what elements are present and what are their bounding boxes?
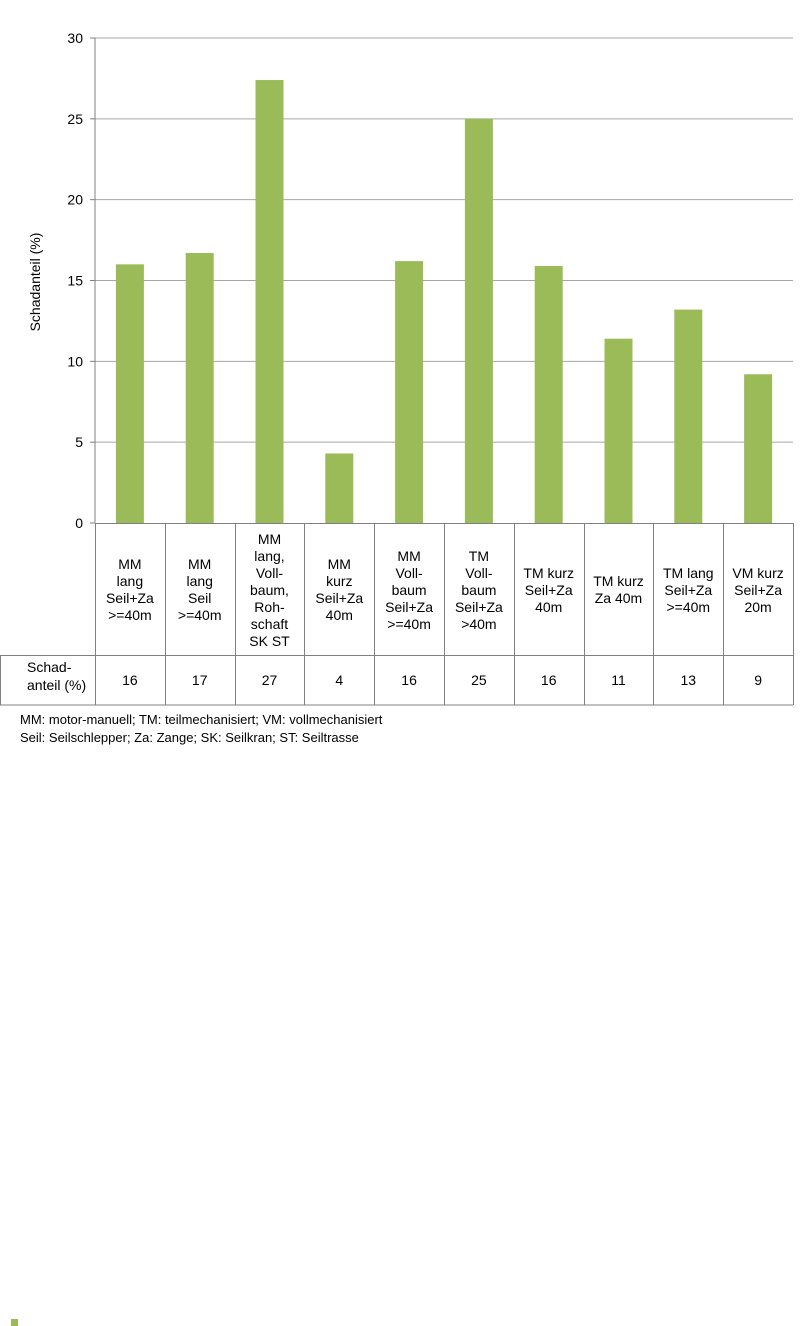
y-tick-label: 5 bbox=[75, 434, 83, 450]
footnote-line-2: Seil: Seilschlepper; Za: Zange; SK: Seil… bbox=[20, 730, 359, 745]
table-value-cell: 16 bbox=[122, 672, 138, 688]
table-value-cell: 27 bbox=[261, 672, 278, 688]
x-category-label: MM lang, Voll- baum, Roh- schaft SK ST bbox=[249, 530, 290, 649]
table-value-cell: 17 bbox=[191, 672, 208, 688]
table-value-cell: 4 bbox=[335, 672, 344, 688]
x-category-label: TM kurz Seil+Za 40m bbox=[523, 564, 574, 615]
footnote-line-1: MM: motor-manuell; TM: teilmechanisiert;… bbox=[20, 712, 383, 727]
bar bbox=[534, 265, 563, 523]
bar-chart: 0 5 10 15 20 25 30 Schadanteil (%) bbox=[0, 30, 794, 706]
table-value-cell: 9 bbox=[754, 672, 762, 688]
x-category-label: TM Voll- baum Seil+Za >40m bbox=[454, 547, 503, 632]
legend-label: Schad- anteil (%) bbox=[27, 659, 87, 693]
x-category-label: MM lang Seil >=40m bbox=[177, 556, 222, 623]
y-axis-ticks: 0 5 10 15 20 25 30 bbox=[67, 30, 96, 531]
bar bbox=[185, 253, 214, 523]
table-value-cell: 16 bbox=[540, 672, 557, 688]
y-tick-label: 10 bbox=[67, 353, 83, 369]
y-tick-label: 25 bbox=[67, 111, 83, 127]
bar bbox=[674, 309, 703, 523]
x-category-label: TM lang Seil+Za >=40m bbox=[663, 564, 714, 615]
table-value-cell: 25 bbox=[471, 672, 487, 688]
y-axis-label: Schadanteil (%) bbox=[27, 233, 43, 332]
bar bbox=[255, 80, 284, 524]
x-category-label: MM lang Seil+Za >=40m bbox=[105, 556, 154, 623]
bar bbox=[744, 374, 773, 523]
x-category-label: MM Voll- baum Seil+Za >=40m bbox=[385, 547, 434, 632]
legend-swatch bbox=[11, 1319, 18, 1326]
y-tick-label: 15 bbox=[67, 273, 83, 289]
bar bbox=[115, 264, 144, 523]
x-category-label: TM kurz Za 40m bbox=[593, 573, 644, 606]
x-category-label: MM kurz Seil+Za 40m bbox=[315, 556, 364, 623]
x-category-label: VM kurz Seil+Za 20m bbox=[732, 564, 784, 615]
y-tick-label: 20 bbox=[67, 192, 83, 208]
table-value-cell: 16 bbox=[401, 672, 417, 688]
y-tick-label: 30 bbox=[67, 30, 83, 46]
bars bbox=[115, 80, 773, 524]
bar bbox=[604, 338, 633, 523]
bar bbox=[395, 261, 424, 523]
table-value-cell: 11 bbox=[611, 672, 626, 688]
y-tick-label: 0 bbox=[75, 515, 83, 531]
bar bbox=[464, 118, 493, 523]
data-table-lines bbox=[0, 523, 794, 706]
table-value-cell: 13 bbox=[680, 672, 697, 688]
bar bbox=[325, 453, 354, 523]
